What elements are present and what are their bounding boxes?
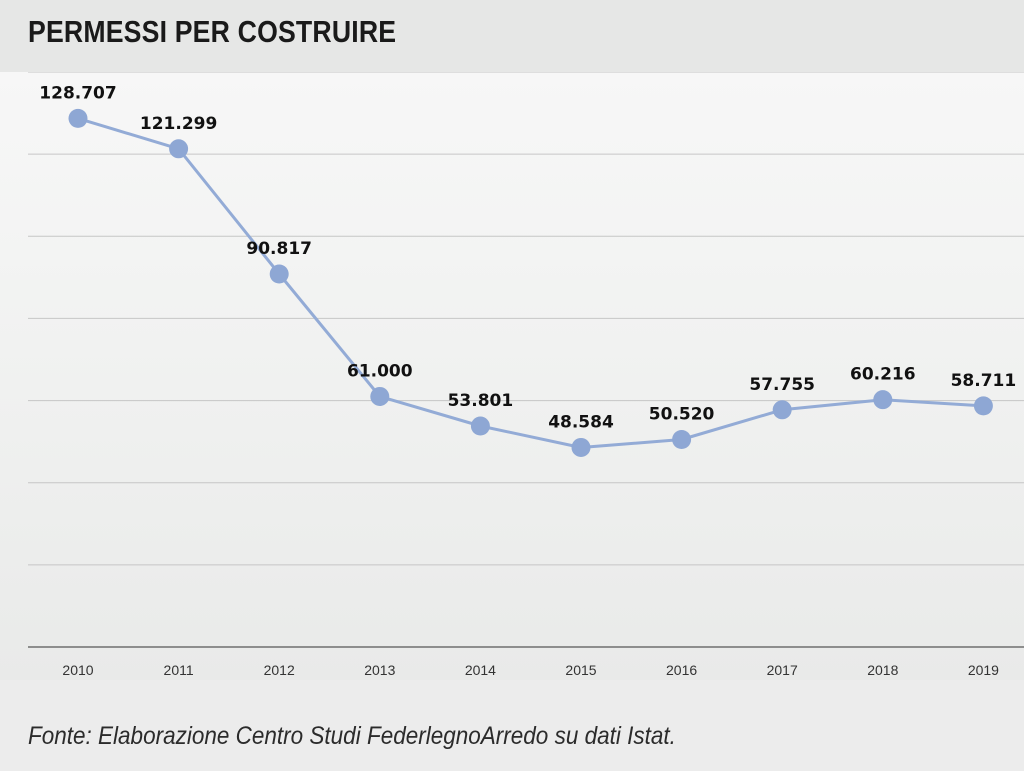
data-point xyxy=(772,400,792,420)
data-label: 48.584 xyxy=(548,412,614,432)
chart-title: PERMESSI PER COSTRUIRE xyxy=(28,14,397,49)
data-point xyxy=(470,416,490,436)
x-tick-label: 2013 xyxy=(364,662,395,678)
x-tick-label: 2010 xyxy=(62,662,93,678)
data-point xyxy=(68,108,88,128)
x-tick-label: 2015 xyxy=(565,662,596,678)
x-tick-label: 2012 xyxy=(264,662,295,678)
x-tick-label: 2011 xyxy=(164,662,194,678)
data-point xyxy=(973,396,993,416)
data-label: 50.520 xyxy=(649,405,715,425)
data-point xyxy=(571,437,591,457)
data-label: 121.299 xyxy=(140,114,217,134)
data-label: 61.000 xyxy=(347,361,413,381)
data-label: 57.755 xyxy=(749,375,815,395)
x-tick-label: 2017 xyxy=(767,662,798,678)
x-tick-label: 2018 xyxy=(867,662,898,678)
data-point xyxy=(269,264,289,284)
data-point xyxy=(169,139,189,159)
data-point xyxy=(370,386,390,406)
source-note: Fonte: Elaborazione Centro Studi Federle… xyxy=(28,722,676,750)
line-chart: 128.707 2010 121.299 2011 90.817 2012 61.000 20… xyxy=(28,72,1024,678)
data-point xyxy=(873,390,893,410)
series-line xyxy=(77,116,984,449)
x-tick-label: 2019 xyxy=(968,662,999,678)
data-label: 60.216 xyxy=(850,365,916,385)
data-label: 53.801 xyxy=(448,391,514,411)
data-label: 90.817 xyxy=(246,239,312,259)
data-label: 58.711 xyxy=(951,371,1017,391)
x-tick-label: 2016 xyxy=(666,662,697,678)
footer-band xyxy=(0,680,1024,771)
plot-area xyxy=(0,72,1024,680)
x-tick-label: 2014 xyxy=(465,662,496,678)
data-point xyxy=(672,430,692,450)
data-label: 128.707 xyxy=(39,83,116,103)
